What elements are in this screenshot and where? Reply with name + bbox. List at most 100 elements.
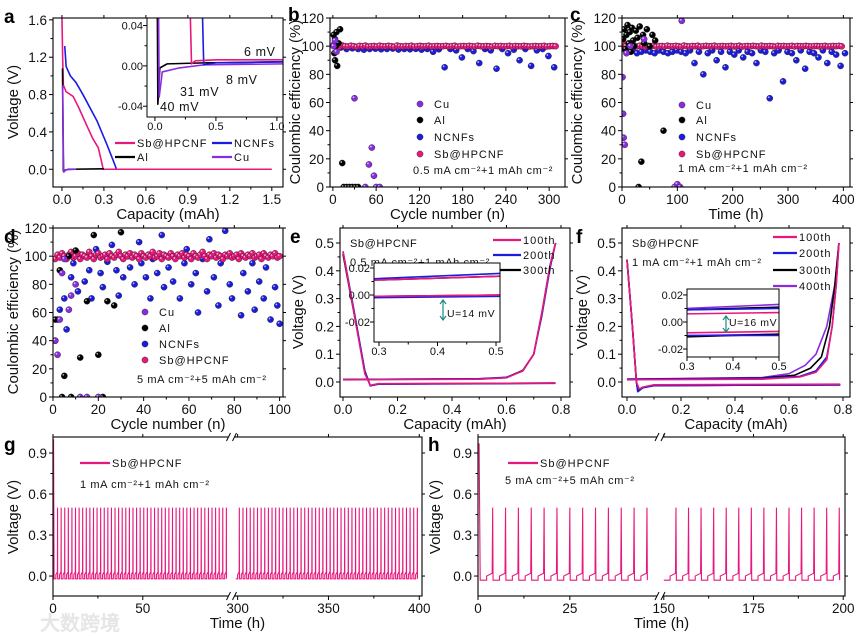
x-tick-label: 0.5 (208, 121, 223, 133)
data-point-highlight (814, 44, 817, 46)
legend-marker (141, 324, 149, 332)
data-point-highlight (765, 44, 767, 47)
data-point-highlight (128, 251, 130, 254)
data-point-highlight (383, 44, 386, 47)
data-point-highlight (484, 44, 487, 46)
data-point-highlight (121, 275, 124, 278)
legend-label: NCNFs (234, 138, 275, 150)
data-point-highlight (690, 44, 693, 46)
axis-break-gap (228, 594, 235, 598)
legend-item: Cu (678, 100, 711, 112)
data-point-highlight (171, 279, 173, 282)
legend-item: Sb@HPCNF (80, 458, 182, 470)
data-point-highlight (635, 51, 637, 54)
x-axis-label: Capacity (mAh) (116, 206, 219, 223)
y-tick-label: 20 (601, 152, 616, 167)
x-tick-label: 0.5 (488, 346, 503, 358)
plot-frame (477, 436, 846, 597)
data-point-highlight (477, 61, 480, 63)
series-line (626, 242, 840, 381)
data-point (622, 141, 629, 149)
data-point-highlight (517, 58, 520, 61)
data-point-highlight (166, 265, 169, 268)
legend-label: Sb@HPCNF (137, 138, 208, 150)
data-point-highlight (128, 265, 130, 268)
data-point-highlight (245, 252, 248, 255)
series-ncnfs (331, 35, 558, 72)
data-point-highlight (57, 317, 60, 320)
data-point-highlight (73, 248, 76, 251)
data-point (67, 292, 75, 299)
axis-break-mark (654, 591, 660, 601)
data-point-highlight (817, 44, 820, 47)
data-point-highlight (539, 44, 542, 47)
x-tick-label: 1.0 (269, 121, 284, 133)
data-point (240, 269, 247, 277)
data-point-highlight (264, 265, 266, 268)
data-point (115, 292, 123, 299)
data-point-highlight (374, 44, 377, 47)
data-point-highlight (333, 58, 335, 61)
plot-area (374, 272, 500, 299)
data-point (678, 18, 686, 25)
data-point-highlight (645, 27, 647, 30)
data-point-highlight (239, 313, 241, 316)
legend-item: Cu (416, 99, 449, 111)
data-point-highlight (230, 296, 232, 299)
x-axis-label: Time (h) (634, 615, 689, 632)
data-point-highlight (772, 51, 775, 54)
x-tick-label: 0.3 (679, 361, 694, 373)
data-point-highlight (200, 250, 203, 252)
y-tick-label: 60 (32, 306, 47, 321)
y-axis-label: Voltage (V) (427, 480, 444, 554)
data-point-highlight (216, 252, 219, 255)
data-point-highlight (119, 254, 121, 257)
data-point-highlight (666, 51, 668, 54)
data-point-highlight (493, 43, 495, 46)
y-tick-label: 0.3 (28, 528, 47, 543)
data-point-highlight (91, 257, 94, 259)
data-point-highlight (720, 44, 723, 46)
data-point-highlight (552, 65, 555, 68)
data-point (793, 56, 800, 64)
series-line (687, 303, 779, 310)
legend-label: 200th (799, 248, 832, 260)
legend-item: NCNFs (212, 138, 275, 150)
data-point (643, 25, 651, 33)
data-point-highlight (205, 257, 207, 259)
data-point-highlight (481, 44, 484, 47)
data-point (210, 273, 218, 281)
data-point (691, 59, 698, 67)
data-point-highlight (623, 47, 626, 49)
data-point (262, 264, 270, 271)
plot-area (53, 439, 419, 580)
data-point-highlight (487, 44, 490, 47)
data-point-highlight (472, 44, 475, 47)
data-point-highlight (53, 338, 56, 341)
data-point-highlight (718, 44, 720, 47)
plot-area (342, 242, 557, 387)
legend-label: Cu (159, 307, 175, 319)
data-point-highlight (714, 58, 717, 61)
data-point (104, 297, 111, 305)
x-tick-label: 0.4 (443, 402, 462, 417)
data-point (99, 283, 107, 291)
plot-area (330, 25, 559, 187)
data-point-highlight (409, 43, 412, 46)
data-point (660, 127, 667, 134)
legend-label: Sb@HPCNF (696, 149, 767, 161)
legend-label: Al (159, 323, 171, 335)
series-line (61, 85, 76, 173)
data-point-highlight (704, 43, 707, 46)
inset-background (687, 289, 779, 357)
data-point-highlight (692, 61, 695, 63)
data-point (83, 297, 91, 305)
data-point-highlight (784, 44, 787, 47)
y-tick-label: 0.9 (28, 446, 47, 461)
legend-marker (141, 356, 149, 364)
data-point-highlight (110, 243, 112, 245)
data-point-highlight (250, 261, 253, 264)
data-point-highlight (647, 44, 650, 47)
y-tick-label: 0.0 (28, 162, 47, 177)
